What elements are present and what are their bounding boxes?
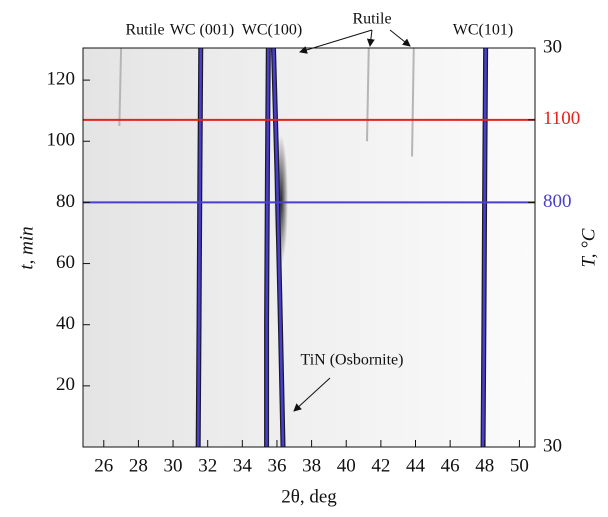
annotation: Rutile xyxy=(352,11,391,28)
arrow xyxy=(299,29,373,54)
arrow xyxy=(366,29,375,47)
y-tick-label: 80 xyxy=(56,191,75,212)
faint-line xyxy=(118,47,123,126)
y-tick-label: 40 xyxy=(56,313,75,334)
x-tick-label: 30 xyxy=(164,455,183,476)
line xyxy=(272,47,285,448)
y2-tick-label: 30 xyxy=(543,36,562,57)
y2-tick-label: 1100 xyxy=(543,108,580,129)
x-tick-label: 28 xyxy=(129,455,148,476)
y2-axis-label: T, °C xyxy=(578,228,599,267)
x-tick-label: 42 xyxy=(371,455,390,476)
x-tick-label: 48 xyxy=(475,455,494,476)
y-tick-label: 20 xyxy=(56,374,75,395)
y-tick-label: 120 xyxy=(47,68,76,89)
annotation: WC(100) xyxy=(242,22,302,39)
x-tick-label: 36 xyxy=(267,455,286,476)
annotation: TiN (Osbornite) xyxy=(301,352,404,369)
line xyxy=(481,47,487,448)
y2-tick-label: 800 xyxy=(543,191,572,212)
annotation: Rutile xyxy=(125,22,164,39)
x-tick-label: 50 xyxy=(510,455,529,476)
y-tick-label: 60 xyxy=(56,252,75,273)
plot-background xyxy=(83,48,535,447)
arrow xyxy=(293,377,331,412)
x-tick-label: 46 xyxy=(441,455,460,476)
x-tick-label: 38 xyxy=(302,455,321,476)
annotation: WC (001) xyxy=(170,22,234,39)
line xyxy=(196,47,203,448)
plot-frame xyxy=(82,47,536,448)
arrow xyxy=(389,29,411,47)
annotation: WC(101) xyxy=(453,22,513,39)
y-tick-label: 100 xyxy=(47,130,76,151)
faint-line xyxy=(411,47,415,157)
x-tick-label: 32 xyxy=(198,455,217,476)
faint-line xyxy=(366,47,370,142)
x-tick-label: 26 xyxy=(94,455,113,476)
line xyxy=(265,47,270,447)
x-tick-label: 40 xyxy=(337,455,356,476)
x-axis-label: 2θ, deg xyxy=(281,486,337,507)
y2-tick-label: 30 xyxy=(543,435,562,456)
plot xyxy=(83,47,535,448)
x-tick-label: 44 xyxy=(406,455,426,476)
x-tick-label: 34 xyxy=(233,455,253,476)
y-axis-label: t, min xyxy=(16,226,37,269)
